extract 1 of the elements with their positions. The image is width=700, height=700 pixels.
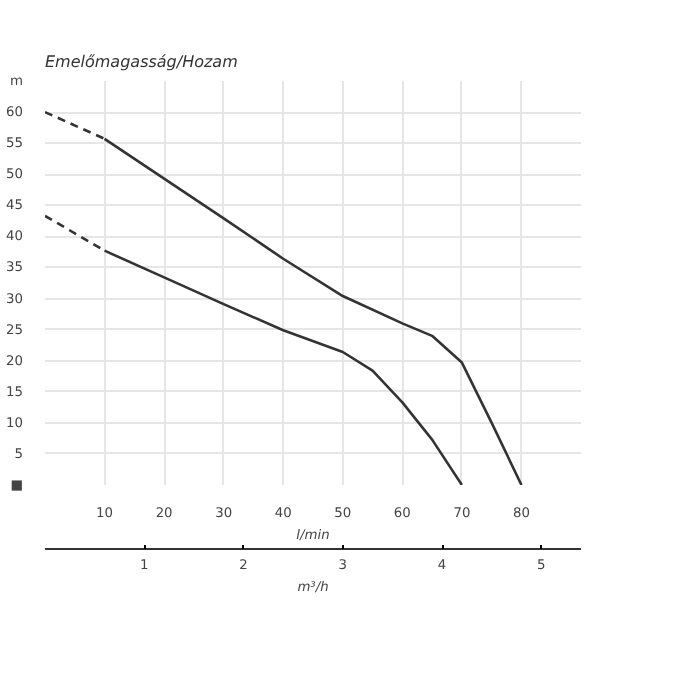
y-axis-title: Emelőmagasság/Hozam <box>45 53 239 71</box>
